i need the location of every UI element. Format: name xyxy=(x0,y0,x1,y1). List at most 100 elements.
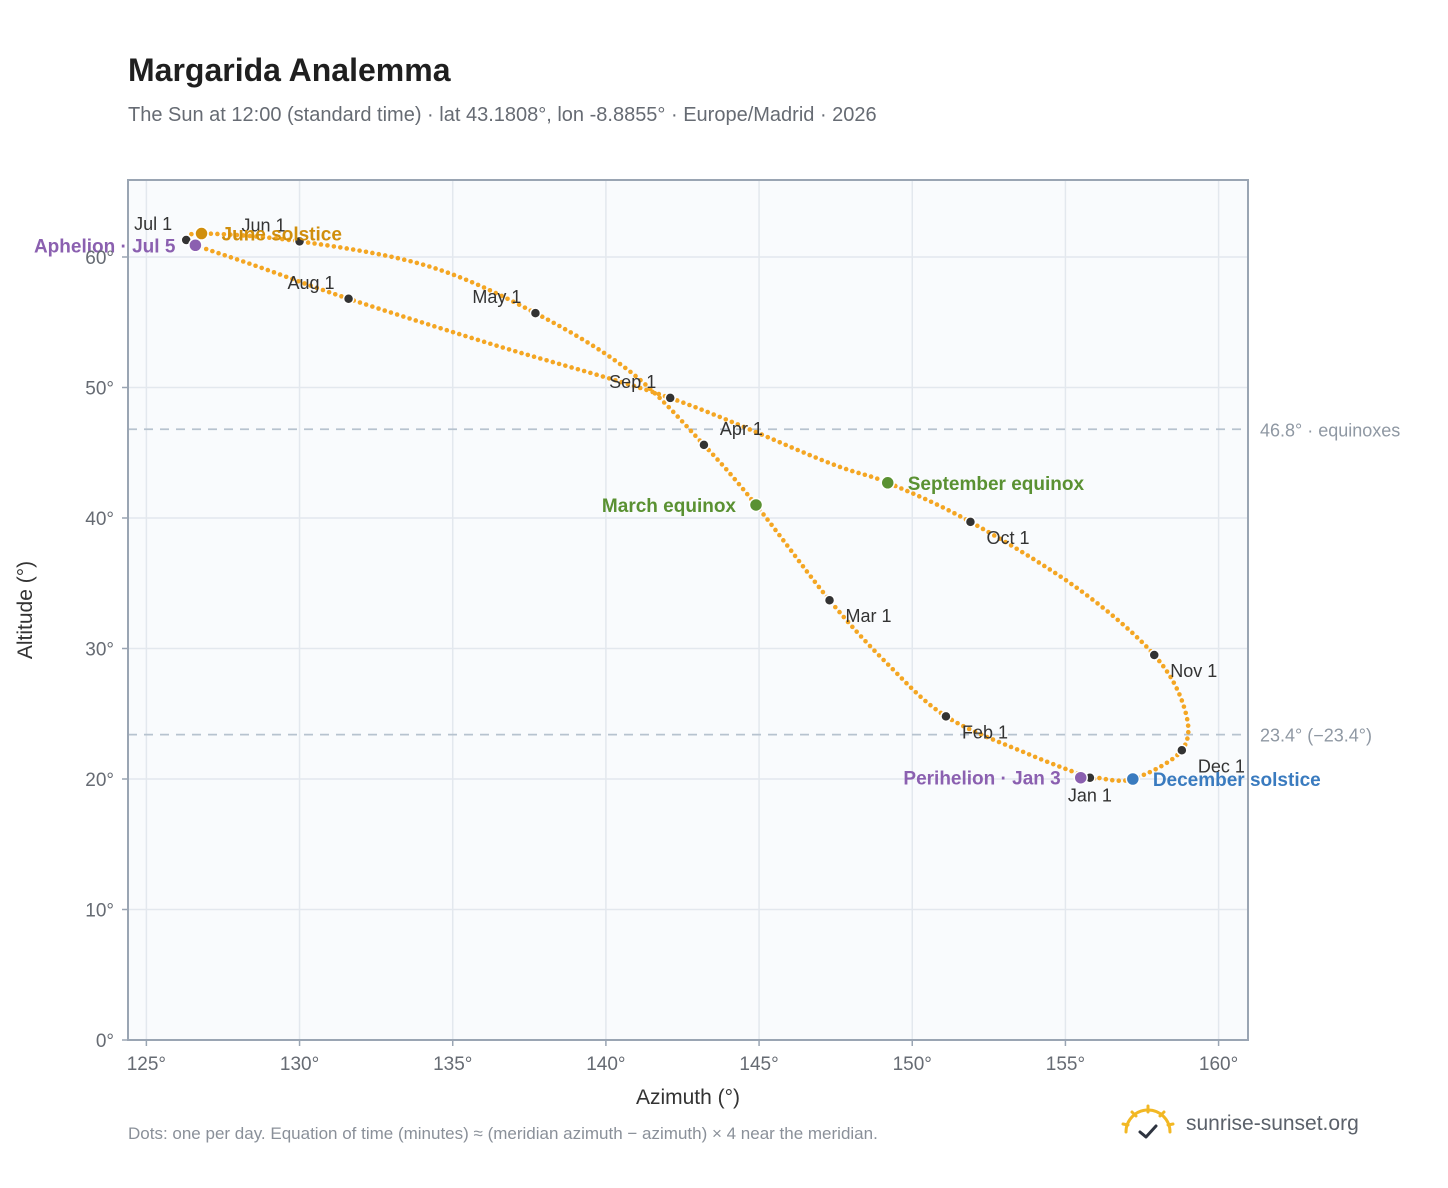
daily-dot xyxy=(433,266,438,271)
daily-dot xyxy=(1095,601,1100,606)
daily-dot xyxy=(1183,710,1189,716)
daily-dot xyxy=(1063,766,1068,772)
daily-dot xyxy=(736,481,742,487)
daily-dot xyxy=(1031,556,1036,562)
daily-dot xyxy=(719,462,725,467)
daily-dot xyxy=(955,720,960,726)
event-aphelion-jul-5-marker xyxy=(188,238,203,253)
daily-dot xyxy=(911,491,916,496)
daily-dot xyxy=(596,347,601,352)
event-september-equinox-marker xyxy=(880,475,895,491)
axes: 125° 130° 135° 140° 145° 150° 155° 160° 0° 10° 20°… xyxy=(14,248,1238,1109)
daily-dot xyxy=(872,648,877,654)
daily-dot xyxy=(312,241,317,246)
daily-dot xyxy=(854,629,859,634)
daily-dot xyxy=(469,335,474,341)
daily-dot xyxy=(773,527,778,533)
daily-dot xyxy=(856,470,861,476)
daily-dot xyxy=(1116,778,1122,784)
daily-dot xyxy=(796,558,802,564)
daily-dot xyxy=(413,318,419,323)
daily-dot xyxy=(575,366,581,372)
daily-dot xyxy=(661,400,667,405)
daily-dot xyxy=(1115,617,1121,623)
daily-dot xyxy=(1063,578,1069,583)
daily-dot xyxy=(753,429,759,435)
x-tick-label: 145° xyxy=(739,1054,778,1075)
daily-dot xyxy=(388,310,394,315)
event-markers: March equinox September equinox June solst… xyxy=(34,225,1321,791)
daily-dot xyxy=(568,330,574,335)
daily-dot xyxy=(833,604,838,610)
daily-dot xyxy=(961,723,966,729)
month-marker-jul-1-label: Jul 1 xyxy=(134,214,172,234)
daily-dot xyxy=(363,249,369,255)
daily-dot xyxy=(389,254,394,260)
daily-dot xyxy=(551,320,557,326)
daily-dot xyxy=(259,265,264,271)
y-tick-label: 60° xyxy=(85,248,114,269)
daily-dot xyxy=(487,287,493,293)
daily-dot xyxy=(984,734,990,740)
daily-dot xyxy=(305,240,311,245)
daily-dot xyxy=(688,428,694,434)
daily-dot xyxy=(980,526,986,532)
event-june-solstice-label: June solstice xyxy=(222,225,342,246)
daily-dot xyxy=(531,354,537,360)
month-marker-mar-1-label: Mar 1 xyxy=(846,606,892,626)
daily-dot xyxy=(579,336,585,342)
daily-dot xyxy=(923,698,928,704)
y-tick-label: 40° xyxy=(85,509,114,530)
daily-dot xyxy=(858,634,864,639)
daily-dot xyxy=(710,452,716,458)
daily-dot xyxy=(783,442,789,448)
daily-dot xyxy=(1139,639,1145,645)
x-axis-label: Azimuth (°) xyxy=(636,1086,740,1109)
daily-dot xyxy=(908,685,914,691)
daily-dot xyxy=(451,272,457,278)
event-aphelion-jul-5-label: Aphelion · Jul 5 xyxy=(34,236,176,257)
daily-dot xyxy=(574,333,579,338)
daily-dot xyxy=(996,739,1002,745)
month-marker-sep-1 xyxy=(664,392,676,404)
daily-dot xyxy=(816,584,822,590)
daily-dot xyxy=(1141,772,1147,778)
daily-dot xyxy=(622,365,628,371)
daily-dot xyxy=(674,398,680,403)
daily-dot xyxy=(617,361,623,367)
month-marker-feb-1-label: Feb 1 xyxy=(962,722,1008,742)
daily-dot xyxy=(1109,777,1115,783)
daily-dot xyxy=(732,476,738,482)
x-tick-label: 125° xyxy=(127,1054,166,1075)
y-tick-label: 50° xyxy=(85,378,114,399)
daily-dot xyxy=(693,433,698,439)
daily-dot xyxy=(715,457,720,462)
daily-dot xyxy=(867,643,873,649)
daily-dot xyxy=(845,619,851,625)
daily-dot xyxy=(957,514,963,519)
daily-dot xyxy=(427,264,432,269)
x-tick-label: 130° xyxy=(280,1054,319,1075)
daily-dot xyxy=(876,653,882,658)
x-tick-label: 160° xyxy=(1199,1054,1238,1075)
month-marker-oct-1-label: Oct 1 xyxy=(986,528,1029,548)
event-march-equinox-marker xyxy=(748,497,764,513)
brand[interactable]: sunrise-sunset.org xyxy=(1120,1100,1359,1148)
daily-dot xyxy=(1171,680,1177,685)
daily-dot xyxy=(585,340,590,345)
daily-dot xyxy=(556,361,562,367)
daily-dot xyxy=(628,369,633,375)
daily-dot xyxy=(820,589,826,595)
daily-dot xyxy=(934,502,940,507)
daily-dot xyxy=(952,511,957,516)
daily-dot xyxy=(318,242,324,247)
daily-dot xyxy=(807,452,812,458)
daily-dot xyxy=(850,468,855,474)
daily-dot xyxy=(1014,747,1020,752)
daily-dot xyxy=(647,386,653,392)
daily-dot xyxy=(1036,560,1042,565)
daily-dot xyxy=(419,320,425,325)
daily-dot xyxy=(625,381,631,387)
daily-dot xyxy=(687,402,692,408)
daily-dot xyxy=(1164,669,1170,674)
